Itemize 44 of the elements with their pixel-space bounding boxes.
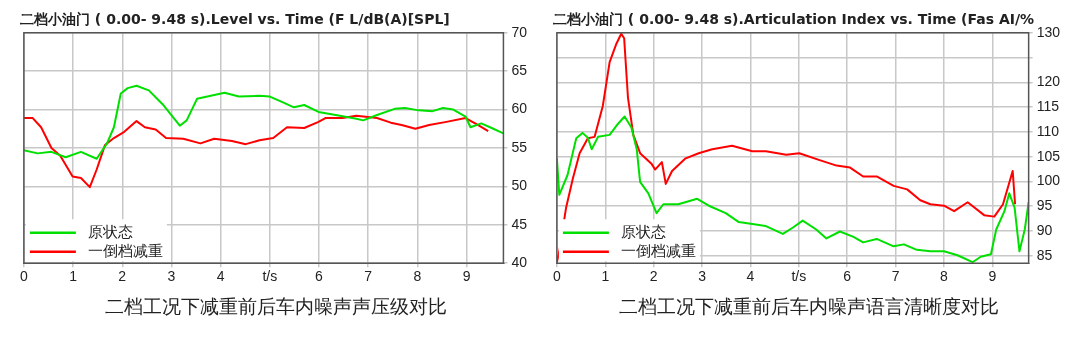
x-tick-label: 6 (843, 268, 852, 285)
y-tick-label: 100 (1036, 172, 1061, 189)
x-tick-label: 7 (364, 268, 373, 285)
y-tick-label: 50 (511, 177, 528, 194)
y-tick-label: 115 (1036, 97, 1060, 114)
x-tick-label: 4 (746, 268, 755, 285)
x-tick-label: 0 (552, 268, 561, 285)
y-tick-label: 45 (511, 215, 528, 232)
y-tick-label: 65 (511, 62, 528, 79)
y-tick-label: 105 (1036, 147, 1061, 164)
x-tick-label: 9 (988, 268, 997, 285)
x-tick-label: 8 (413, 268, 422, 285)
chart-title: 二档小油门 ( 0.00- 9.48 s).Articulation Index vs. Time (Fas AI/% (553, 11, 1035, 28)
text: 二档工况下减重前后车内噪声语言清晰度对比 (617, 295, 1000, 319)
legend-label: 一倒档减重 (620, 241, 696, 260)
x-tick-label: t/s (791, 268, 807, 285)
x-tick-label: 8 (940, 268, 949, 285)
y-tick-label: 70 (511, 23, 528, 40)
x-tick-label: t/s (262, 268, 278, 285)
text: 二档工况下减重前后车内噪声声压级对比 (103, 295, 448, 319)
legend-label: 原状态 (87, 222, 133, 241)
x-tick-label: 2 (118, 268, 127, 285)
chart-title: 二档小油门 ( 0.00- 9.48 s).Level vs. Time (F L/dB(A)[SPL] (20, 11, 450, 28)
y-tick-label: 90 (1036, 221, 1053, 238)
y-tick-label: 120 (1036, 73, 1061, 90)
y-tick-label: 40 (511, 254, 528, 271)
x-tick-label: 3 (167, 268, 176, 285)
y-tick-label: 95 (1036, 197, 1053, 214)
legend-label: 原状态 (620, 222, 666, 241)
x-tick-label: 3 (698, 268, 707, 285)
y-tick-label: 55 (511, 138, 528, 155)
y-tick-label: 130 (1036, 23, 1061, 40)
x-tick-label: 9 (462, 268, 471, 285)
y-tick-label: 85 (1036, 246, 1053, 263)
y-tick-label: 60 (511, 100, 528, 117)
x-tick-label: 6 (315, 268, 324, 285)
x-tick-label: 0 (19, 268, 28, 285)
x-tick-label: 1 (601, 268, 610, 285)
y-tick-label: 110 (1036, 122, 1060, 139)
x-tick-label: 4 (216, 268, 225, 285)
x-tick-label: 1 (69, 268, 78, 285)
x-tick-label: 2 (649, 268, 658, 285)
legend-label: 一倒档减重 (87, 241, 163, 260)
x-tick-label: 7 (891, 268, 900, 285)
